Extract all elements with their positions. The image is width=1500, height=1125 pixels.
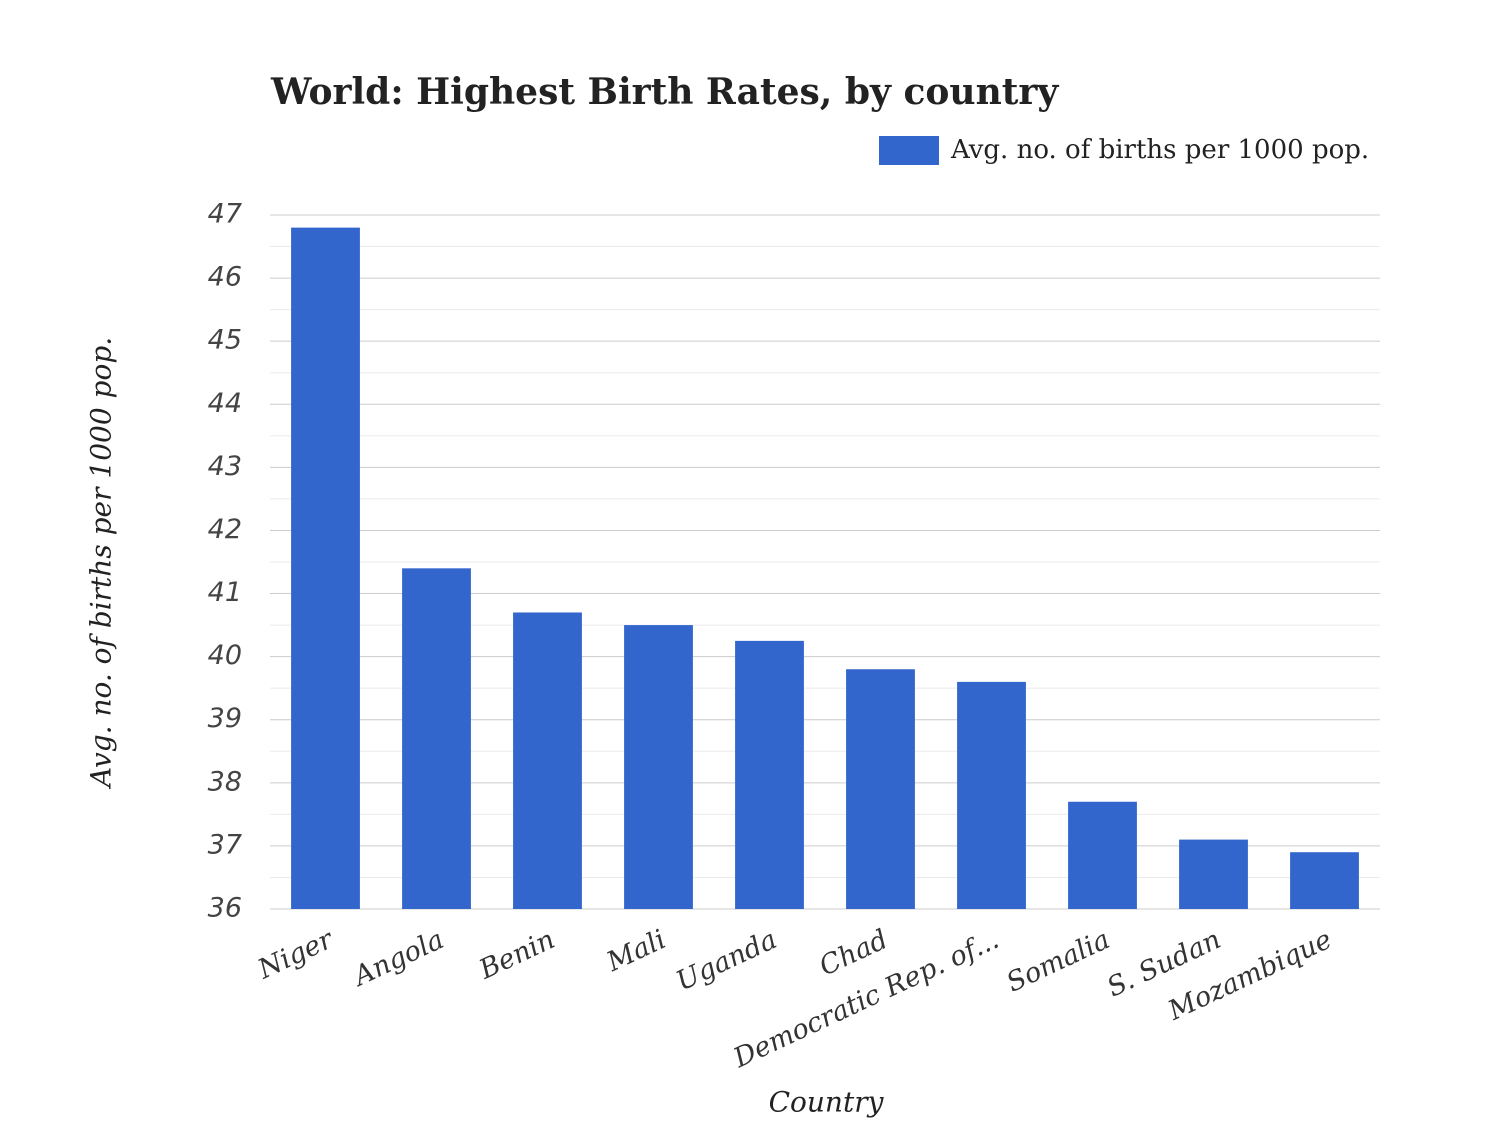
x-axis-title: Country: [769, 1086, 885, 1119]
y-tick-label: 45: [208, 325, 242, 356]
y-tick-label: 38: [208, 766, 242, 797]
x-tick-label: Niger: [253, 923, 340, 986]
x-tick-label: Mali: [601, 924, 670, 978]
bar: [402, 568, 471, 909]
y-tick-label: 46: [208, 262, 242, 293]
bar: [1290, 852, 1359, 909]
x-tick-label: Chad: [815, 924, 893, 982]
y-tick-label: 37: [208, 829, 242, 860]
legend-label: Avg. no. of births per 1000 pop.: [950, 135, 1369, 165]
y-tick-label: 42: [208, 514, 242, 545]
bar: [846, 669, 915, 909]
y-tick-label: 43: [208, 451, 242, 482]
y-axis-title: Avg. no. of births per 1000 pop.: [85, 337, 118, 790]
x-tick-label: Benin: [474, 924, 560, 986]
x-tick-label: Uganda: [672, 924, 782, 997]
y-tick-label: 40: [208, 640, 242, 671]
chart-title: World: Highest Birth Rates, by country: [270, 71, 1059, 113]
x-tick-label: Angola: [347, 924, 449, 994]
bar: [291, 227, 360, 910]
y-tick-label: 44: [208, 388, 242, 419]
y-tick-label: 47: [208, 199, 242, 230]
bar: [624, 625, 693, 909]
bar: [735, 640, 804, 909]
bar: [957, 681, 1026, 909]
bar: [1179, 839, 1248, 909]
y-tick-label: 36: [208, 893, 242, 924]
legend-swatch: [879, 136, 939, 165]
bar: [1068, 801, 1137, 909]
bar: [513, 612, 582, 909]
y-tick-label: 41: [208, 577, 242, 608]
y-tick-label: 39: [208, 703, 242, 734]
x-tick-label: Somalia: [1002, 924, 1115, 999]
